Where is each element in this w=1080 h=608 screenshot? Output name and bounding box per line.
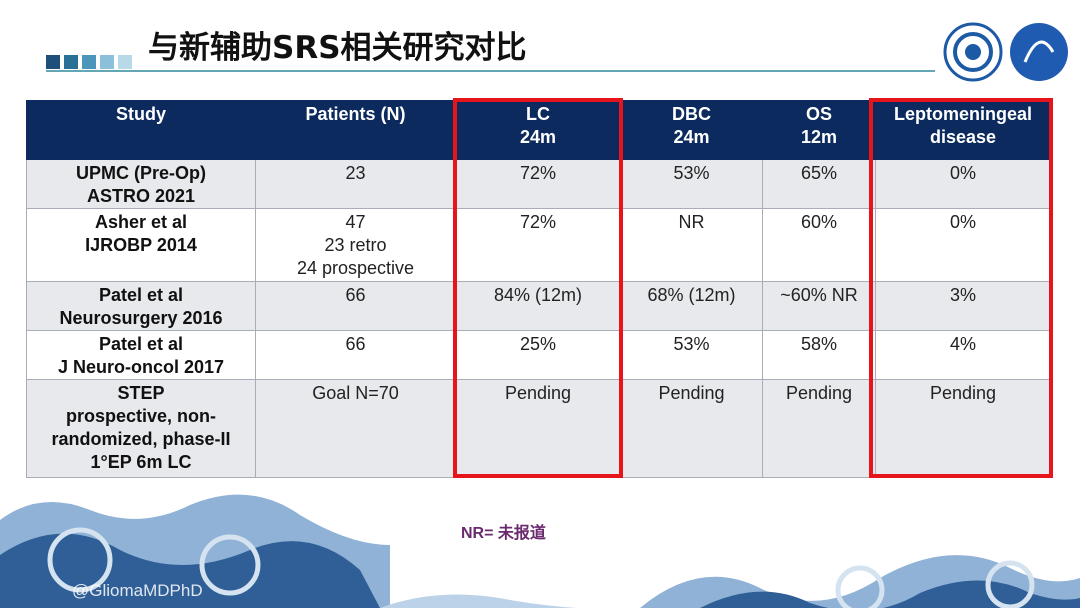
table-cell: Pending xyxy=(875,379,1051,478)
table-cell: 53% xyxy=(620,330,763,380)
footnote: NR= 未报道 xyxy=(461,525,546,542)
logo-right xyxy=(1010,23,1068,81)
table-row: UPMC (Pre-Op) ASTRO 2021 23 72% 53% 65% 0% xyxy=(26,159,1051,209)
table-cell: 53% xyxy=(620,159,763,209)
table-cell: Pending xyxy=(455,379,621,478)
table-cell: 47 23 retro 24 prospective xyxy=(255,208,456,282)
table-row: Patel et al J Neuro-oncol 2017 66 25% 53% 58… xyxy=(26,330,1051,380)
table-cell: 0% xyxy=(875,208,1051,282)
watermark: @GliomaMDPhD xyxy=(72,581,203,600)
comparison-table: Study Patients (N) LC 24m DBC 24m OS 12m Lept… xyxy=(26,100,1051,478)
table-cell: 0% xyxy=(875,159,1051,209)
table-cell: Goal N=70 xyxy=(255,379,456,478)
table-cell: Pending xyxy=(762,379,876,478)
table-cell: ~60% NR xyxy=(762,281,876,331)
table-cell: 60% xyxy=(762,208,876,282)
study-cell: Patel et al J Neuro-oncol 2017 xyxy=(26,330,256,380)
column-header: Study xyxy=(26,100,256,160)
study-cell: Patel et al Neurosurgery 2016 xyxy=(26,281,256,331)
column-header: Patients (N) xyxy=(255,100,456,160)
table-row: STEP prospective, non- randomized, phase… xyxy=(26,379,1051,478)
table-cell: 3% xyxy=(875,281,1051,331)
table-row: Patel et al Neurosurgery 2016 66 84% (12m)… xyxy=(26,281,1051,331)
table-cell: NR xyxy=(620,208,763,282)
study-cell: STEP prospective, non- randomized, phase… xyxy=(26,379,256,478)
table-cell: 66 xyxy=(255,281,456,331)
table-cell: 65% xyxy=(762,159,876,209)
wave-background xyxy=(0,494,1080,608)
header-row: Study Patients (N) LC 24m DBC 24m OS 12m Lept… xyxy=(26,100,1051,160)
table-cell: 72% xyxy=(455,208,621,282)
column-header: OS 12m xyxy=(762,100,876,160)
table-cell: 25% xyxy=(455,330,621,380)
table-cell: 68% (12m) xyxy=(620,281,763,331)
table-cell: 23 xyxy=(255,159,456,209)
table-cell: Pending xyxy=(620,379,763,478)
table-cell: 84% (12m) xyxy=(455,281,621,331)
logo-left xyxy=(943,22,1003,82)
header-squares xyxy=(46,55,132,69)
column-header: DBC 24m xyxy=(620,100,763,160)
column-header: LC 24m xyxy=(455,100,621,160)
slide-title: 与新辅助SRS相关研究对比 xyxy=(148,30,527,66)
table-cell: 58% xyxy=(762,330,876,380)
study-cell: UPMC (Pre-Op) ASTRO 2021 xyxy=(26,159,256,209)
table-cell: 72% xyxy=(455,159,621,209)
highlight-box xyxy=(453,98,623,478)
table-row: Asher et al IJROBP 2014 47 23 retro 24 pr… xyxy=(26,208,1051,282)
table-cell: 4% xyxy=(875,330,1051,380)
table-cell: 66 xyxy=(255,330,456,380)
study-cell: Asher et al IJROBP 2014 xyxy=(26,208,256,282)
highlight-box xyxy=(869,98,1053,478)
